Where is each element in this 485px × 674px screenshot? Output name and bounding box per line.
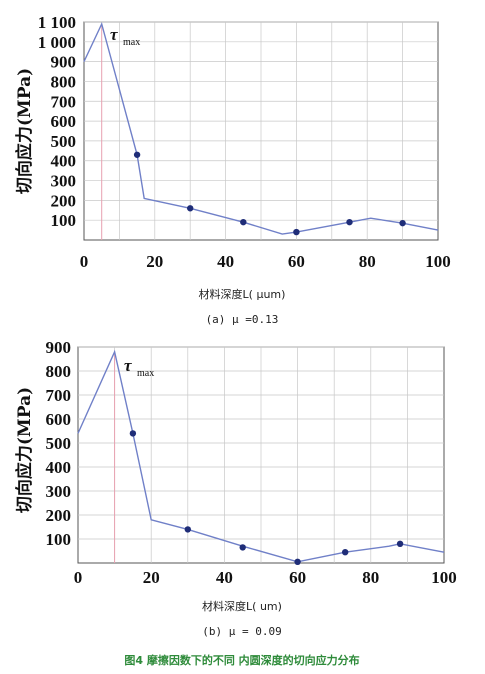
x-tick-label: 20 [146, 252, 163, 271]
subtitle-b: (b) μ = 0.09 [202, 625, 281, 638]
x-tick-label: 60 [289, 568, 306, 587]
y-axis-label-b: 切向应力(MPa) [14, 387, 35, 513]
y-ticks-b: 100 200 300 400 500 600 700 800 900 [46, 338, 72, 549]
y-tick-label: 500 [51, 132, 77, 151]
y-tick-label: 300 [46, 482, 72, 501]
y-tick-label: 600 [51, 112, 77, 131]
data-point [399, 219, 406, 227]
x-axis-label-b: 材料深度L( um) [202, 599, 282, 613]
data-point [184, 526, 191, 533]
y-tick-label: 500 [46, 434, 72, 453]
y-axis-label-a: 切向应力(MPa) [14, 68, 35, 194]
y-tick-label: 300 [51, 172, 77, 191]
subtitle-a: (a) μ =0.13 [206, 313, 279, 326]
data-point [293, 228, 300, 236]
y-tick-label: 900 [51, 53, 77, 72]
x-ticks-b: 0 20 40 60 80 100 [74, 568, 457, 587]
x-tick-label: 80 [362, 568, 379, 587]
chart-panel-b: 100 200 300 400 500 600 700 800 900 0 20 40 60 80 100… [14, 338, 457, 638]
data-point [129, 430, 137, 437]
y-tick-label: 700 [51, 92, 77, 111]
x-tick-label: 60 [288, 252, 305, 271]
x-tick-label: 80 [359, 252, 376, 271]
y-tick-label: 400 [46, 458, 72, 477]
data-point [239, 544, 246, 551]
data-point [346, 218, 353, 226]
data-point [133, 151, 141, 158]
x-tick-label: 0 [74, 568, 83, 587]
series-line-a [83, 21, 439, 235]
data-point [240, 218, 247, 226]
x-ticks-a: 0 20 40 60 80 100 [80, 252, 451, 271]
x-tick-label: 20 [143, 568, 160, 587]
x-tick-label: 0 [80, 252, 89, 271]
figure-caption: 图4 摩擦因数下的不同 内圆深度的切向应力分布 [124, 653, 359, 667]
data-point [396, 540, 404, 547]
data-point [187, 205, 194, 212]
tau-max-sub-a: max [123, 37, 140, 48]
y-tick-label: 800 [51, 72, 77, 91]
y-tick-label: 400 [51, 152, 77, 171]
y-tick-label: 600 [46, 410, 72, 429]
y-tick-label: 200 [51, 191, 77, 210]
y-tick-label: 1 000 [38, 33, 76, 52]
series-markers-b [129, 430, 404, 565]
data-point [341, 549, 349, 556]
x-tick-label: 40 [217, 252, 234, 271]
series-markers-a [133, 151, 406, 236]
y-tick-label: 100 [51, 211, 77, 230]
tau-max-sub-b: max [137, 368, 154, 379]
tau-max-label-b: τ [124, 356, 132, 375]
tau-max-label-a: τ [110, 25, 118, 44]
data-point [294, 558, 301, 565]
y-tick-label: 900 [46, 338, 72, 357]
y-tick-label: 700 [46, 386, 72, 405]
y-tick-label: 200 [46, 506, 72, 525]
y-tick-label: 800 [46, 362, 72, 381]
x-axis-label-a: 材料深度L( μum) [199, 287, 286, 301]
x-tick-label: 100 [425, 252, 451, 271]
x-tick-label: 100 [431, 568, 457, 587]
grid-a [84, 21, 438, 240]
y-tick-label: 1 100 [38, 13, 76, 32]
y-tick-label: 100 [46, 530, 72, 549]
x-tick-label: 40 [216, 568, 233, 587]
